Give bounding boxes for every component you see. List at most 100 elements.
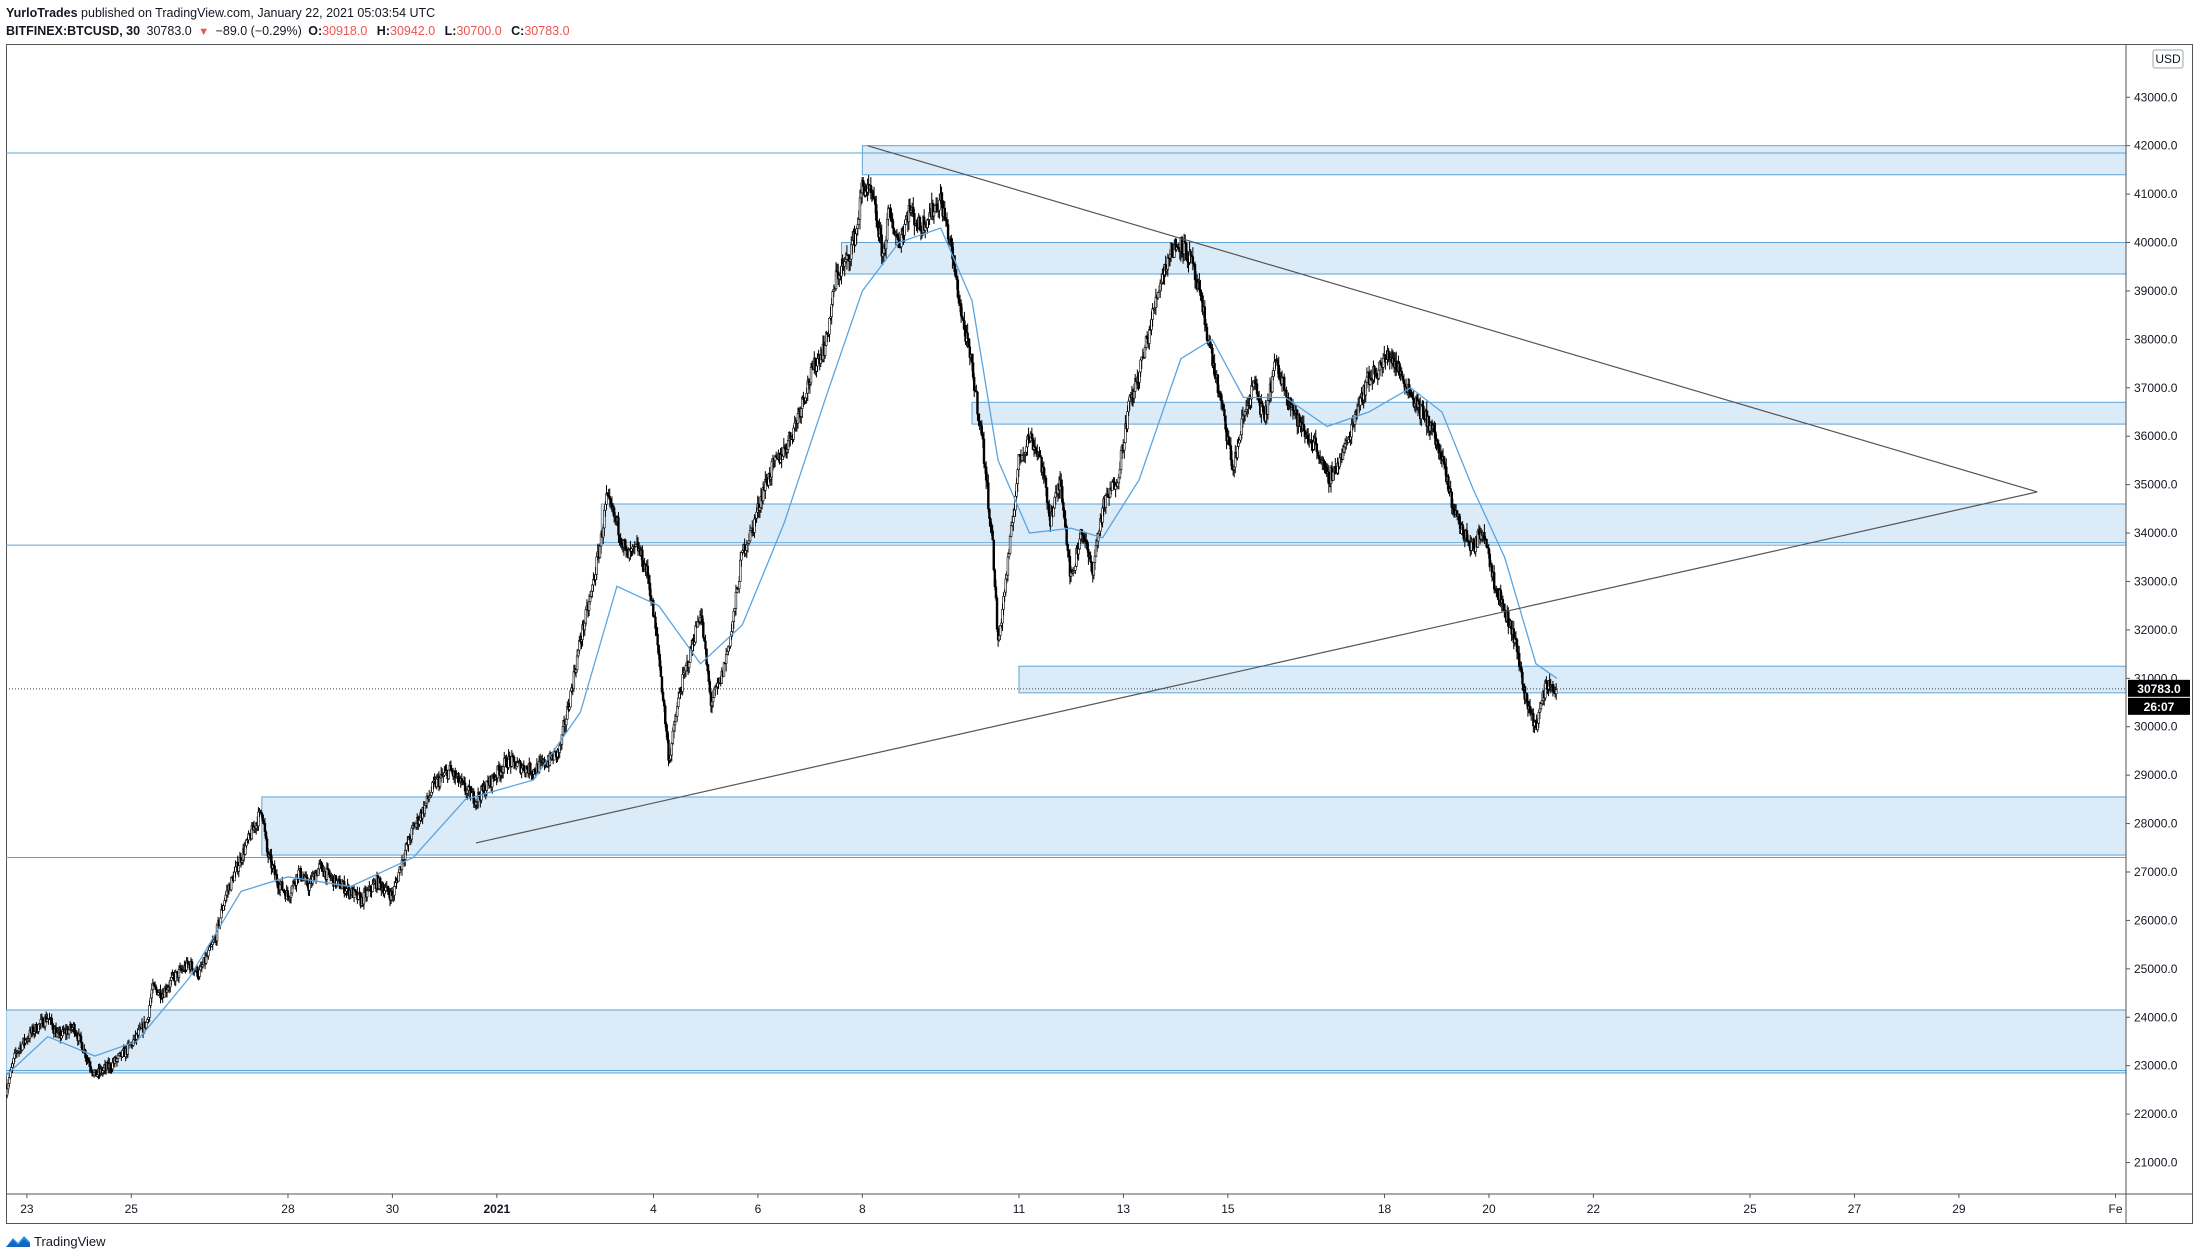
price-tick-label: 23000.0 xyxy=(2134,1059,2178,1073)
price-tick-label: 34000.0 xyxy=(2134,526,2178,540)
time-tick-label: 30 xyxy=(386,1202,400,1216)
time-tick-label: 13 xyxy=(1117,1202,1131,1216)
last-price-badge-box xyxy=(2128,679,2190,697)
candle-body xyxy=(823,345,827,356)
publish-info: published on TradingView.com, January 22… xyxy=(81,6,436,20)
change-value: −89.0 (−0.29%) xyxy=(215,24,302,38)
candle-body xyxy=(673,721,677,726)
last-price-badge-text: 30783.0 xyxy=(2137,682,2181,696)
candle-body xyxy=(1066,544,1069,551)
price-tick-label: 30000.0 xyxy=(2134,720,2178,734)
price-chart[interactable]: 21000.0 22000.0 23000.0 24000.0 25000.0 26000… xyxy=(6,44,2193,1224)
candle-body xyxy=(79,1035,83,1043)
candle-body xyxy=(649,595,653,601)
time-tick-label: 4 xyxy=(650,1202,657,1216)
price-tick-label: 26000.0 xyxy=(2134,913,2178,927)
candle-body xyxy=(145,1022,148,1029)
price-tick-label: 32000.0 xyxy=(2134,623,2178,637)
high-value: 30942.0 xyxy=(390,24,436,38)
candle-body xyxy=(308,883,311,891)
candle-body xyxy=(982,438,986,464)
candle-body xyxy=(1008,535,1012,554)
close-value: 30783.0 xyxy=(524,24,570,38)
candle-body xyxy=(281,881,284,891)
candle-body xyxy=(946,224,950,240)
zone-rect xyxy=(861,145,2127,176)
candle-body xyxy=(1156,292,1160,299)
currency-badge[interactable]: USD xyxy=(2152,49,2184,69)
candle-body xyxy=(1501,599,1505,605)
candle-body xyxy=(904,219,907,225)
candle-body xyxy=(1180,237,1184,254)
candle-body xyxy=(190,961,194,970)
candle-body xyxy=(299,867,303,880)
last-price: 30783.0 xyxy=(146,24,192,38)
candle-body xyxy=(1521,671,1524,685)
price-tick-label: 21000.0 xyxy=(2134,1156,2178,1170)
time-tick-label: 28 xyxy=(281,1202,295,1216)
zone-rect xyxy=(6,1009,2127,1074)
countdown-badge-box xyxy=(2128,697,2190,715)
candle-body xyxy=(1006,556,1010,576)
price-tick-label: 43000.0 xyxy=(2134,90,2178,104)
footer-brand[interactable]: TradingView xyxy=(34,1233,106,1249)
candle-body xyxy=(1009,525,1013,537)
candle-body xyxy=(393,886,396,896)
trendline xyxy=(475,491,2038,844)
candle-body xyxy=(724,654,728,664)
candle-body xyxy=(321,864,324,873)
candle-body xyxy=(568,706,571,710)
price-tick-label: 35000.0 xyxy=(2134,478,2178,492)
price-tick-label: 37000.0 xyxy=(2134,381,2178,395)
close-label: C: xyxy=(511,24,525,38)
candle-body xyxy=(687,662,691,668)
time-tick-label: 25 xyxy=(125,1202,139,1216)
candle-body xyxy=(1400,371,1403,377)
candle-body xyxy=(237,865,240,872)
candle-body xyxy=(1044,477,1048,488)
candle-body xyxy=(1221,400,1224,405)
zone-rect xyxy=(971,401,2127,425)
candle-body xyxy=(738,581,741,590)
author-name[interactable]: YurloTrades xyxy=(6,6,78,20)
low-label: L: xyxy=(444,24,457,38)
price-tick-label: 40000.0 xyxy=(2134,236,2178,250)
candle-body xyxy=(1123,442,1126,451)
time-tick-label: 18 xyxy=(1378,1202,1392,1216)
time-tick-label: 11 xyxy=(1013,1202,1026,1216)
candle-body xyxy=(617,517,620,536)
currency-badge-box xyxy=(2152,49,2184,69)
candle-body xyxy=(565,718,568,726)
candles-layer xyxy=(6,175,1558,1099)
price-tick-label: 33000.0 xyxy=(2134,574,2178,588)
time-tick-label: 23 xyxy=(20,1202,34,1216)
candle-body xyxy=(702,622,705,638)
candle-body xyxy=(1048,503,1051,517)
trendlines-layer xyxy=(475,145,2038,844)
candle-body xyxy=(856,224,859,229)
price-tick-label: 29000.0 xyxy=(2134,768,2178,782)
currency-label: USD xyxy=(2155,52,2181,66)
candle-body xyxy=(1223,409,1226,417)
chart-header: YurloTrades published on TradingView.com… xyxy=(6,4,576,41)
candle-body xyxy=(198,969,201,977)
candle-body xyxy=(447,769,450,780)
symbol-label[interactable]: BITFINEX:BTCUSD, 30 xyxy=(6,24,141,38)
time-axis[interactable]: 23 25 28 30 2021 4 6 8 11 13 15 18 20 22 25 27 29 Fe xyxy=(20,1194,2123,1216)
candle-body xyxy=(903,224,906,236)
tradingview-logo-icon[interactable] xyxy=(6,1234,30,1248)
candle-body xyxy=(659,666,663,678)
change-down-icon: ▼ xyxy=(198,26,210,38)
time-tick-label: 20 xyxy=(1482,1202,1496,1216)
candle-body xyxy=(677,697,680,707)
candle-body xyxy=(1402,379,1406,385)
price-axis[interactable]: 21000.0 22000.0 23000.0 24000.0 25000.0 26000… xyxy=(2126,90,2178,1170)
candle-body xyxy=(1111,481,1114,491)
time-tick-label: Fe xyxy=(2109,1202,2123,1216)
candle-body xyxy=(1205,327,1209,341)
candle-body xyxy=(384,887,387,891)
candle-body xyxy=(1237,442,1240,447)
high-label: H: xyxy=(376,24,390,38)
chart-frame[interactable]: 21000.0 22000.0 23000.0 24000.0 25000.0 26000… xyxy=(6,44,2193,1224)
horizontal-lines-layer xyxy=(6,152,2126,1072)
